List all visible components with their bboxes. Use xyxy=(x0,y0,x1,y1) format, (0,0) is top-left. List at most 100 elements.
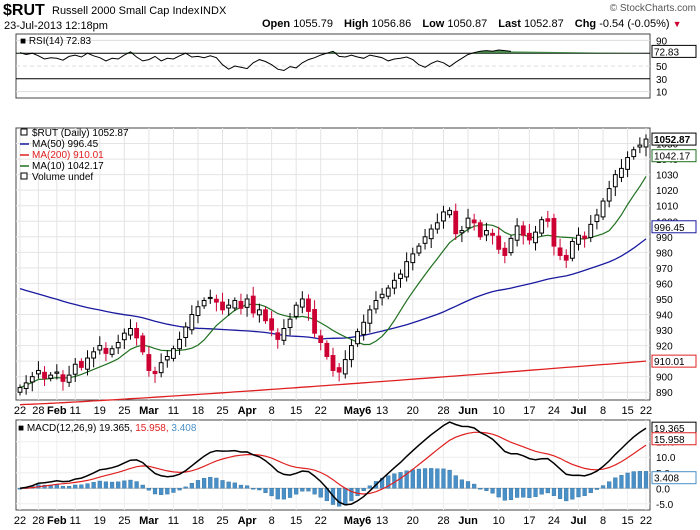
macd-tick-label: 0.0 xyxy=(656,484,670,495)
candle xyxy=(459,230,465,234)
candle xyxy=(539,219,545,234)
candle xyxy=(355,331,360,345)
macd-line xyxy=(19,421,647,506)
macd-histogram-bar xyxy=(533,488,538,497)
candle xyxy=(226,304,232,309)
macd-histogram-bar xyxy=(582,488,587,496)
macd-histogram-bar xyxy=(244,485,250,489)
last-value: 1052.87 xyxy=(523,18,564,30)
macd-tick-label: -5.0 xyxy=(656,500,674,511)
candle xyxy=(256,309,262,316)
candle xyxy=(434,222,440,230)
x-axis-label: 11 xyxy=(168,405,179,417)
macd-histogram-bar xyxy=(183,486,188,489)
candle xyxy=(422,236,428,244)
candle xyxy=(619,167,624,178)
candle xyxy=(520,225,526,236)
rsi-title: ■ RSI(14) 72.83 xyxy=(20,36,92,47)
x-axis-label: 19 xyxy=(94,515,106,527)
chg-value: -0.54 (-0.05%) xyxy=(599,18,670,30)
macd-histogram-bar xyxy=(251,488,256,490)
candle xyxy=(97,345,103,351)
x-axis-label: Jun xyxy=(458,405,478,417)
x-axis-label: 11 xyxy=(168,515,179,527)
x-axis-label: 22 xyxy=(315,515,327,527)
candle xyxy=(164,355,170,361)
x-axis-label: 28 xyxy=(437,405,449,417)
macd-histogram-bar xyxy=(165,488,170,495)
macd-histogram-bar xyxy=(386,475,391,489)
macd-histogram-bar xyxy=(287,488,293,498)
macd-histogram-bar xyxy=(134,481,139,489)
macd-histogram-bar xyxy=(545,488,550,494)
candle xyxy=(398,273,403,279)
x-axis-label: 20 xyxy=(407,405,419,417)
price-tick-label: 1020 xyxy=(656,186,679,197)
macd-histogram-bar xyxy=(220,480,225,489)
candle xyxy=(557,247,563,256)
price-tick-label: 920 xyxy=(656,342,673,353)
macd-histogram-bar xyxy=(600,485,606,489)
x-axis-label: 8 xyxy=(600,405,606,417)
macd-histogram-bar xyxy=(490,488,495,494)
macd-histogram-bar xyxy=(447,469,452,489)
candle xyxy=(78,360,84,368)
candle xyxy=(404,261,410,278)
price-tick-label: 980 xyxy=(656,248,673,259)
quote-bar: Open 1055.79 High 1056.86 Low 1050.87 La… xyxy=(262,18,682,30)
high-value: 1056.86 xyxy=(371,18,412,30)
macd-value-tag-box xyxy=(651,432,697,446)
macd-histogram-bar xyxy=(361,488,366,492)
x-axis-label: 8 xyxy=(600,515,606,527)
candle xyxy=(336,367,342,373)
x-axis-label: 19 xyxy=(94,405,106,417)
macd-histogram-bar xyxy=(318,488,323,498)
x-axis-label: 22 xyxy=(315,405,327,417)
candle xyxy=(281,328,287,341)
candle xyxy=(588,223,594,238)
candle xyxy=(312,309,317,334)
candle xyxy=(569,240,575,259)
macd-histogram-bar xyxy=(281,488,287,500)
macd-histogram-bar xyxy=(109,481,115,489)
macd-histogram-bar xyxy=(435,468,440,489)
macd-histogram-bar xyxy=(349,488,354,502)
candle xyxy=(631,149,637,158)
candle xyxy=(121,332,127,341)
x-axis-label: Feb xyxy=(47,515,67,527)
candle xyxy=(115,341,121,349)
candle xyxy=(306,298,311,312)
x-axis-label: 28 xyxy=(32,515,44,527)
macd-histogram-bar xyxy=(557,488,563,499)
candle xyxy=(447,209,453,216)
x-axis-label: May6 xyxy=(344,515,372,527)
candle xyxy=(128,328,133,336)
candle xyxy=(484,230,489,236)
candle xyxy=(502,247,508,256)
macd-value-tag-box xyxy=(651,471,697,485)
candle xyxy=(428,228,434,240)
macd-histogram-bar xyxy=(429,468,434,489)
macd-histogram-bar xyxy=(232,482,237,489)
x-axis-label: 10 xyxy=(493,515,505,527)
candle xyxy=(91,351,97,359)
macd-histogram-bar xyxy=(355,488,360,497)
macd-histogram-bar xyxy=(631,471,636,489)
x-axis-label: 8 xyxy=(269,515,275,527)
candle xyxy=(379,293,385,299)
candle xyxy=(416,245,422,254)
candle xyxy=(177,338,182,350)
candle xyxy=(514,225,520,241)
x-axis-label: 17 xyxy=(523,405,535,417)
candle xyxy=(637,144,643,148)
macd-histogram-bar xyxy=(177,488,182,491)
high-label: High xyxy=(344,18,369,30)
candle xyxy=(508,237,514,254)
macd-histogram-bar xyxy=(570,488,575,500)
candle xyxy=(171,348,176,359)
macd-histogram-bar xyxy=(189,483,194,489)
macd-histogram-bar xyxy=(484,488,489,491)
rsi-tick-label: 10 xyxy=(656,88,668,99)
candle xyxy=(238,300,244,309)
macd-histogram-bar xyxy=(527,488,532,498)
